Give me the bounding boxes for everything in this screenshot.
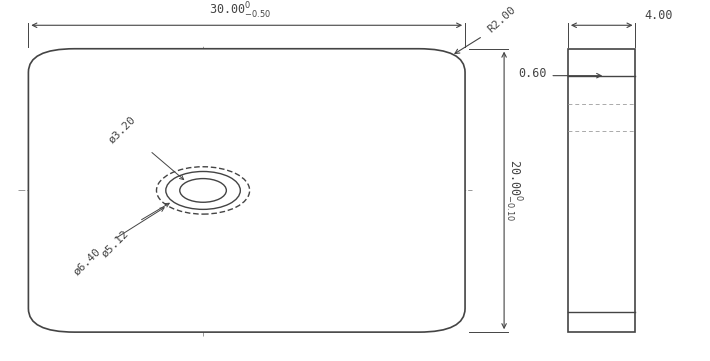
Text: 30.00$^{0}_{-0.50}$: 30.00$^{0}_{-0.50}$ bbox=[209, 1, 271, 21]
FancyBboxPatch shape bbox=[28, 49, 465, 332]
Text: R2.00: R2.00 bbox=[486, 4, 518, 34]
Bar bbox=[568, 49, 635, 332]
Text: 4.00: 4.00 bbox=[644, 9, 672, 22]
Text: ø5.12: ø5.12 bbox=[100, 228, 131, 259]
Text: ø6.40: ø6.40 bbox=[72, 246, 103, 277]
Text: ø3.20: ø3.20 bbox=[107, 114, 138, 145]
Text: 20.00$^{0}_{-0.10}$: 20.00$^{0}_{-0.10}$ bbox=[503, 160, 523, 221]
Text: 0.60: 0.60 bbox=[518, 68, 547, 81]
